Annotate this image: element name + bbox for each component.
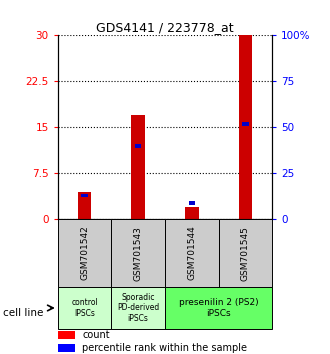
Bar	[131, 115, 145, 219]
Bar	[58, 331, 75, 339]
Text: presenilin 2 (PS2)
iPSCs: presenilin 2 (PS2) iPSCs	[179, 298, 258, 318]
Text: Sporadic
PD-derived
iPSCs: Sporadic PD-derived iPSCs	[117, 293, 159, 323]
Text: cell line: cell line	[3, 308, 44, 318]
Bar	[218, 219, 272, 287]
Bar	[58, 344, 75, 352]
Bar	[189, 201, 195, 205]
Bar	[165, 219, 218, 287]
Bar	[112, 219, 165, 287]
Text: GSM701544: GSM701544	[187, 226, 196, 280]
Bar	[185, 207, 199, 219]
Bar	[135, 144, 141, 148]
Bar	[81, 194, 88, 198]
Bar	[112, 287, 165, 329]
Bar	[242, 122, 249, 126]
Text: percentile rank within the sample: percentile rank within the sample	[82, 343, 248, 353]
Text: GSM701542: GSM701542	[80, 226, 89, 280]
Bar	[58, 287, 112, 329]
Bar	[78, 192, 91, 219]
Bar	[58, 219, 112, 287]
Text: control
IPSCs: control IPSCs	[71, 298, 98, 318]
Text: GSM701545: GSM701545	[241, 225, 250, 281]
Bar	[239, 35, 252, 219]
Bar	[165, 287, 272, 329]
Text: count: count	[82, 330, 110, 340]
Title: GDS4141 / 223778_at: GDS4141 / 223778_at	[96, 21, 234, 34]
Text: GSM701543: GSM701543	[134, 225, 143, 281]
